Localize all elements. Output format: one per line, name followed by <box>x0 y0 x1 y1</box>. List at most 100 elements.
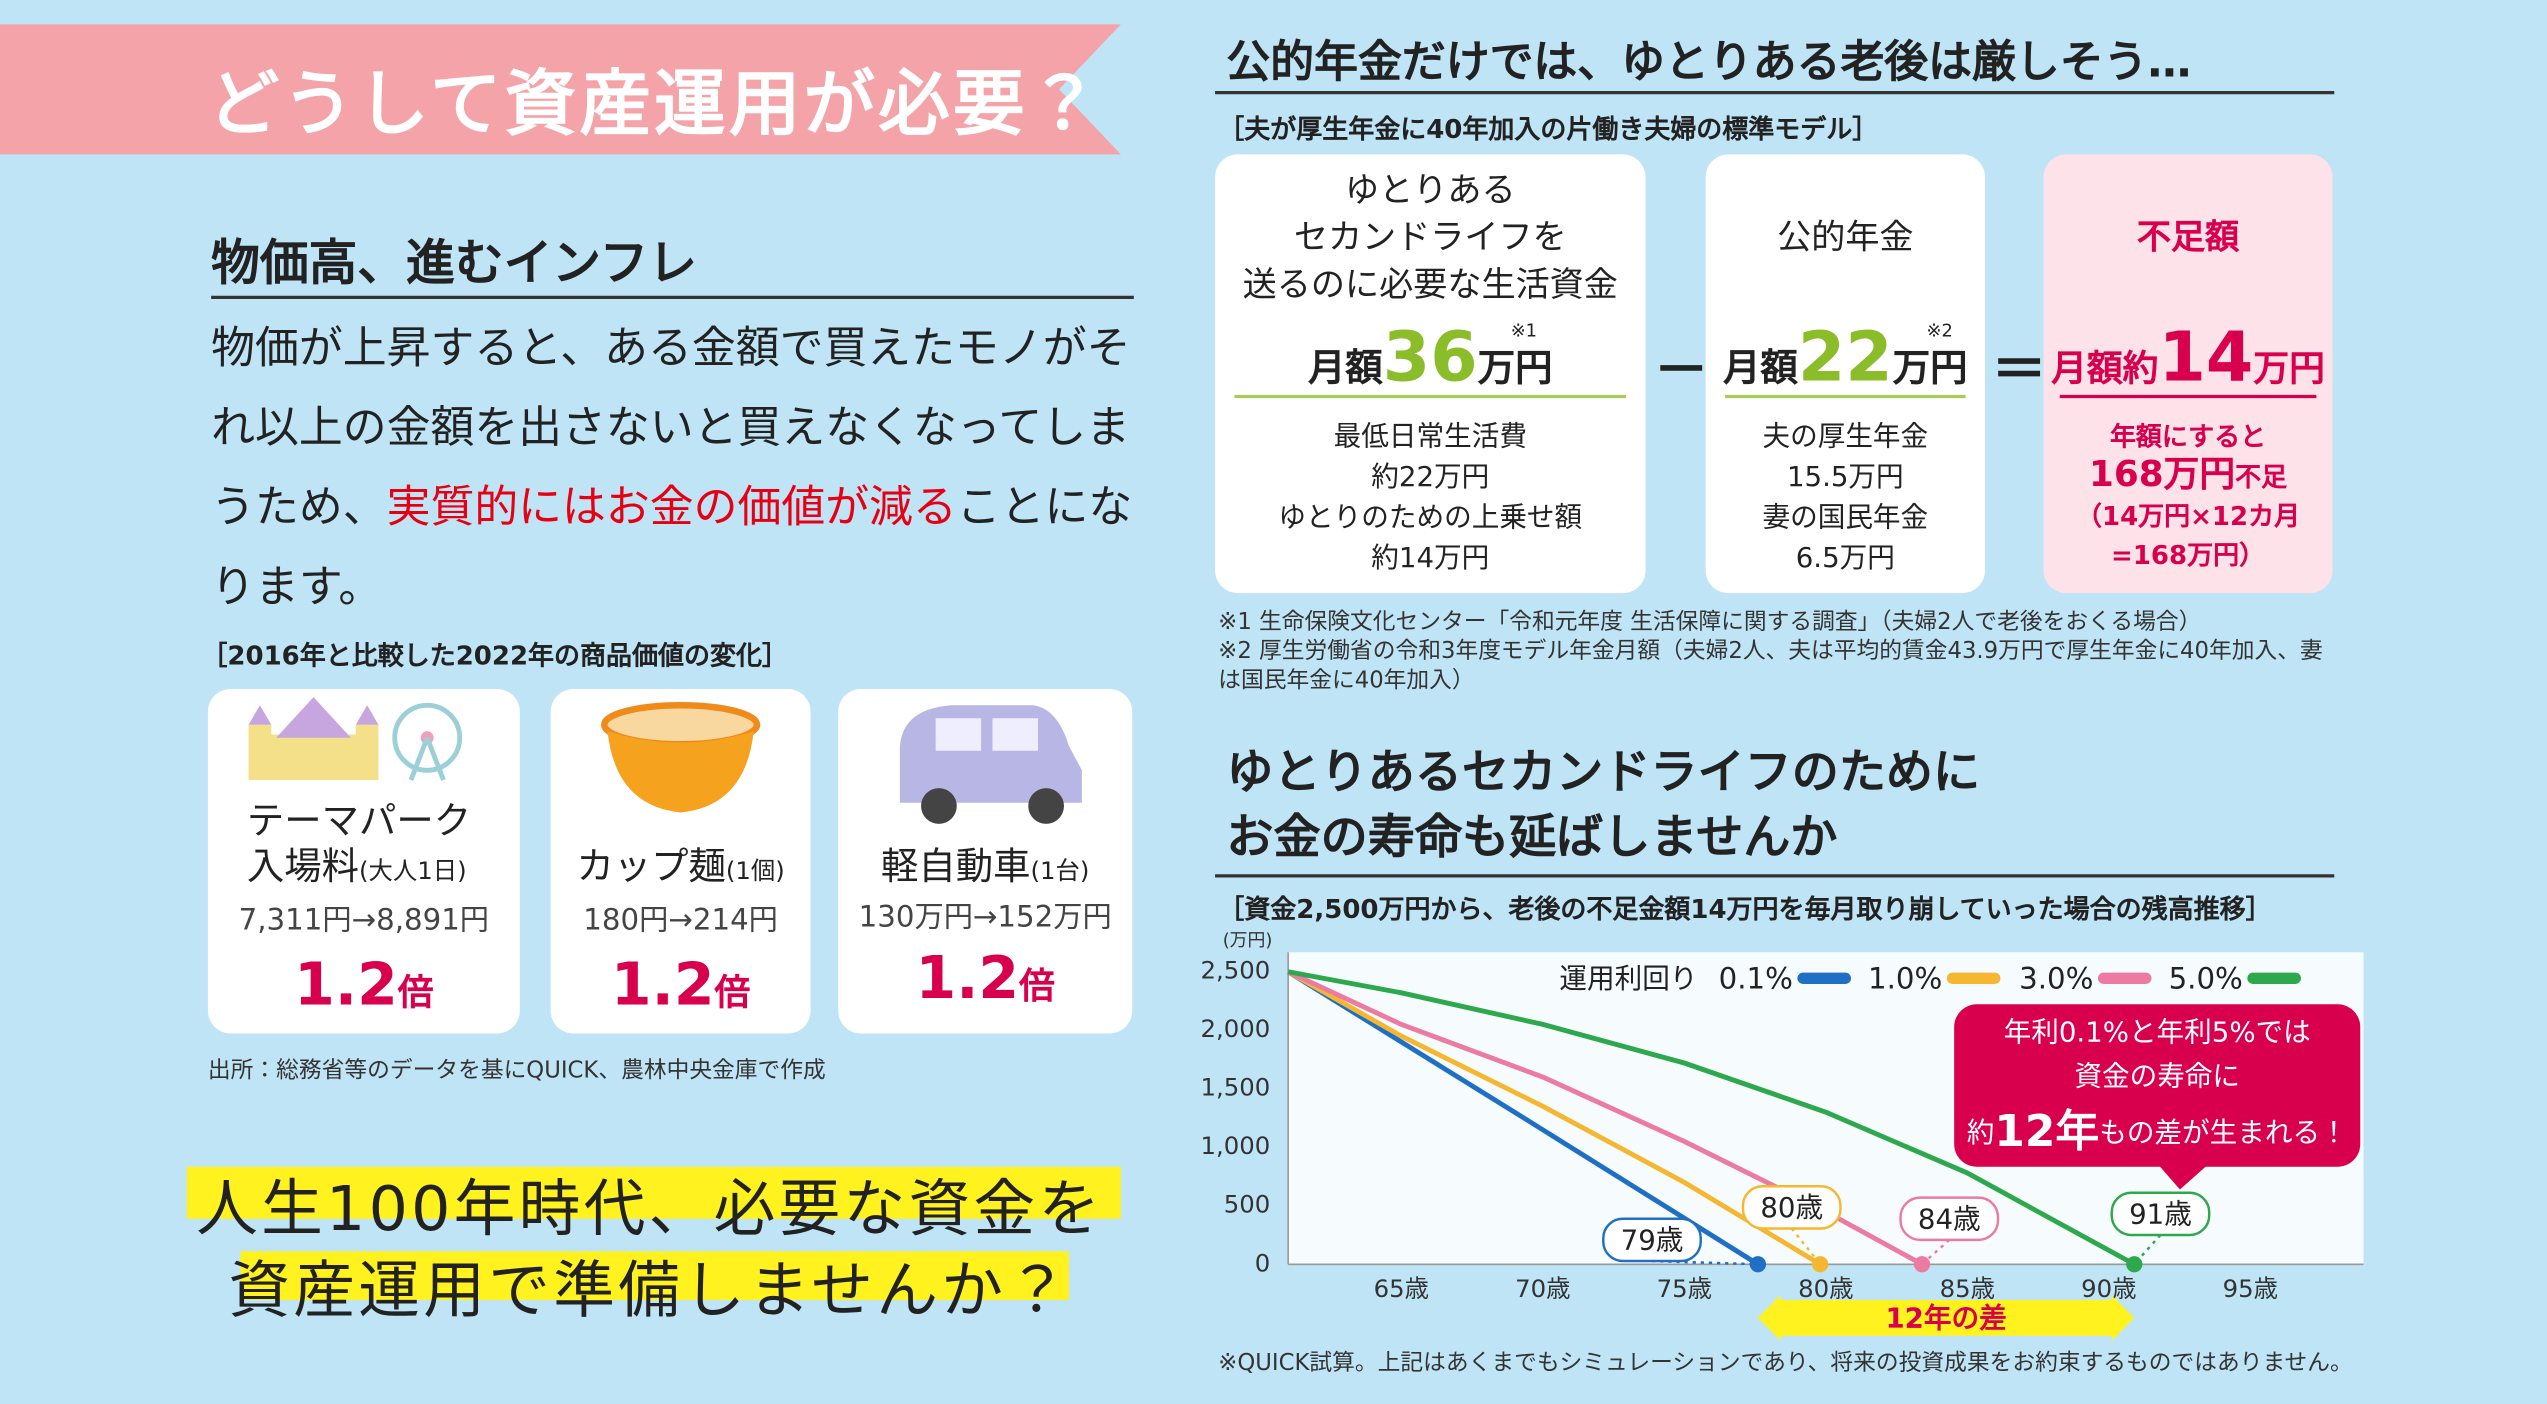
text: =168万円） <box>2111 539 2266 571</box>
y-tick-label: 0 <box>1255 1248 1270 1277</box>
x-tick-label: 85歳 <box>1940 1274 1995 1303</box>
notes: ※1 生命保険文化センター「令和元年度 生活保障に関する調査」（夫婦2人で老後を… <box>1218 608 2339 696</box>
box-title: ゆとりある セカンドライフを 送るのに必要な生活資金 <box>1215 167 1645 308</box>
box-details: 年額にすると 168万円不足 （14万円×12カ月 =168万円） <box>2043 418 2332 576</box>
icon-noodle <box>601 702 761 813</box>
caption: ［資金2,500万円から、老後の不足金額14万円を毎月取り崩していった場合の残高… <box>1218 893 2272 925</box>
text: 月額約 <box>2051 349 2159 390</box>
annotation-box <box>2110 1191 2211 1237</box>
caption: ［夫が厚生年金に40年加入の片働き夫婦の標準モデル］ <box>1218 113 1879 145</box>
icon-castle <box>248 697 463 781</box>
box: ゆとりある セカンドライフを 送るのに必要な生活資金 月額36万円 ※1 最低日常生… <box>1215 154 1646 594</box>
text: 168万円 <box>2089 455 2236 496</box>
callout-tail <box>2157 1163 2210 1190</box>
annotation: 79歳 <box>1621 1223 1684 1256</box>
callout-text: 資金の寿命に <box>2074 1059 2240 1092</box>
box: 不足額 月額約14万円 年額にすると 168万円不足 （14万円×12カ月 =168万… <box>2043 154 2333 594</box>
note: ※1 生命保険文化センター「令和元年度 生活保障に関する調査」（夫婦2人で老後を… <box>1218 609 2202 636</box>
y-tick-label: 2,000 <box>1201 1014 1271 1043</box>
item-name: 入場料(大人1日) <box>247 835 467 890</box>
text: ことになります。 <box>211 482 1133 613</box>
rule <box>1234 394 1627 399</box>
x-tick-label: 80歳 <box>1798 1274 1853 1303</box>
item-price: 7,311円→8,891円 <box>238 903 490 938</box>
emphasis: 12年 <box>1994 1106 2099 1157</box>
x-tick-label: 90歳 <box>2081 1274 2136 1303</box>
box-amount: 月額36万円 <box>1215 317 1645 397</box>
text: セカンドライフを <box>1293 217 1567 257</box>
footnote: ※QUICK試算。上記はあくまでもシミュレーションであり、将来の投資成果をお約束… <box>1218 1350 2353 1377</box>
series-line <box>1287 969 1924 1267</box>
x-tick-label: 70歳 <box>1515 1274 1570 1303</box>
text: 不足 <box>2235 461 2288 493</box>
rule <box>1215 874 2335 878</box>
text: 約22万円 <box>1371 461 1490 495</box>
page-title: どうして資産運用が必要？ <box>207 63 1103 147</box>
annotation-box <box>1741 1185 1842 1230</box>
text: 約 <box>1967 1116 1995 1149</box>
text: 6.5万円 <box>1795 542 1895 576</box>
item-name: カップ麺(1個) <box>551 835 811 890</box>
note: ※2 厚生労働省の令和3年度モデル年金月額（夫婦2人、夫は平均的賃金43.9万円… <box>1218 638 2323 694</box>
ratio: 1.2 <box>610 952 715 1019</box>
operator: － <box>1653 338 1709 403</box>
x-tick-label: 95歳 <box>2223 1274 2278 1303</box>
box: 公的年金 月額22万円 ※2 夫の厚生年金 15.5万円 妻の国民年金 6.5万円 <box>1705 154 1986 594</box>
y-tick-label: 1,500 <box>1201 1073 1271 1102</box>
item-note: (大人1日) <box>358 856 467 886</box>
annotation: 80歳 <box>1760 1191 1823 1224</box>
ratio-unit: 倍 <box>397 973 434 1014</box>
y-tick-label: 1,000 <box>1201 1131 1271 1160</box>
item-price: 180円→214円 <box>583 903 778 938</box>
text: ゆとりある <box>1345 170 1516 210</box>
rule <box>2059 394 2317 399</box>
text: 最低日常生活費 <box>1333 420 1527 454</box>
body-text: 物価が上昇すると、ある金額で買えたモノがそれ以上の金額を出さないと買えなくなって… <box>211 309 1137 628</box>
text: 万円 <box>1892 347 1968 390</box>
item-ratio: 1.2倍 <box>551 952 811 1019</box>
connector <box>1921 1238 1951 1266</box>
item-ratio: 1.2倍 <box>208 952 520 1019</box>
text: 約14万円 <box>1371 542 1490 576</box>
text: 物価が上昇すると、ある金額で買えたモノがそれ以上の金額を出さないと買えなくなって… <box>211 323 1131 533</box>
y-tick-label: 2,500 <box>1201 956 1271 985</box>
x-tick-label: 75歳 <box>1657 1274 1712 1303</box>
box-details: 最低日常生活費 約22万円 ゆとりのための上乗せ額 約14万円 <box>1215 418 1645 581</box>
text: もの差が生まれる！ <box>2099 1116 2347 1149</box>
item-note: (1個) <box>725 856 785 886</box>
text: 年額にすると <box>2109 420 2267 452</box>
legend-label: 3.0% <box>2019 961 2093 995</box>
annotation-box <box>1899 1196 2000 1242</box>
text: 妻の国民年金 <box>1762 502 1929 535</box>
text: 夫の厚生年金 <box>1762 420 1929 454</box>
text: 万円 <box>1477 347 1553 390</box>
ratio: 1.2 <box>915 945 1020 1013</box>
y-unit-label: (万円) <box>1223 930 1273 951</box>
rule <box>211 295 1134 299</box>
item-name: テーマパーク <box>246 801 472 844</box>
source: 出所：総務省等のデータを基にQUICK、農林中央金庫で作成 <box>207 1057 826 1084</box>
card: テーマパーク 入場料(大人1日) 7,311円→8,891円 1.2倍 <box>207 689 520 1034</box>
annotation: 91歳 <box>2129 1197 2192 1230</box>
callout-text: 約12年もの差が生まれる！ <box>1967 1106 2348 1157</box>
box-amount: 月額約14万円 <box>2043 317 2332 397</box>
item-price: 130万円→152万円 <box>858 900 1112 935</box>
ratio-unit: 倍 <box>1019 966 1055 1008</box>
card: カップ麺(1個) 180円→214円 1.2倍 <box>550 689 811 1034</box>
series-line <box>1286 969 1760 1267</box>
box-details: 夫の厚生年金 15.5万円 妻の国民年金 6.5万円 <box>1706 418 1985 581</box>
section-heading: 物価高、進むインフレ <box>211 235 698 293</box>
series-line <box>1286 969 1822 1267</box>
rule <box>1215 91 2335 95</box>
icon-car <box>899 705 1082 824</box>
box-amount: 月額22万円 <box>1706 317 1985 397</box>
callout-box <box>1954 1004 2361 1167</box>
section-heading: ゆとりあるセカンドライフのために お金の寿命も延ばしませんか <box>1226 739 1980 869</box>
text: 入場料 <box>246 846 359 889</box>
box-title: 公的年金 <box>1777 217 1914 257</box>
section-heading: 公的年金だけでは、ゆとりある老後は厳しそう… <box>1226 37 2192 88</box>
slogan: 資産運用で準備しませんか？ <box>228 1254 1072 1327</box>
legend-title: 運用利回り <box>1559 962 1697 995</box>
title-ribbon <box>0 24 1121 155</box>
legend-label: 5.0% <box>2169 961 2243 995</box>
